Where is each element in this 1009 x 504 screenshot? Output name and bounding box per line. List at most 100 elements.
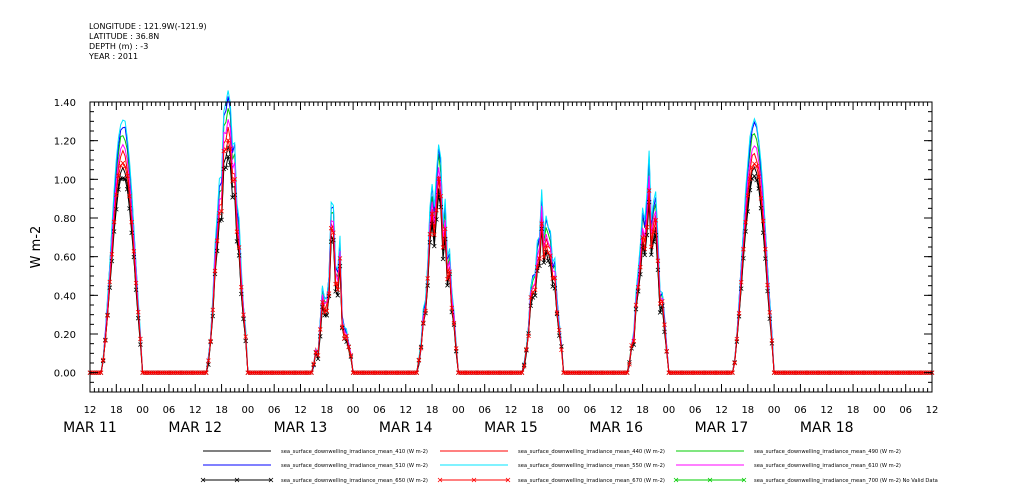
series-7-point-118 bbox=[346, 344, 352, 350]
legend-label-4: sea_surface_downwelling_irradiance_mean_… bbox=[518, 463, 665, 469]
legend-item-7: sea_surface_downwelling_irradiance_mean_… bbox=[437, 477, 665, 484]
series-7-point-310 bbox=[767, 310, 773, 315]
legend: sea_surface_downwelling_irradiance_mean_… bbox=[200, 449, 938, 484]
axes-layer: 0.00 0.20 0.40 0.60 0.80 1.00 1.20 1.40 W m-2 12 1… bbox=[29, 98, 938, 436]
legend-label-6: sea_surface_downwelling_irradiance_mean_… bbox=[281, 478, 428, 484]
legend-marker bbox=[471, 477, 477, 483]
legend-marker bbox=[707, 477, 713, 483]
series-7-point-22 bbox=[135, 309, 141, 315]
series-7-point-8 bbox=[105, 313, 110, 319]
series-7-point-12 bbox=[114, 192, 119, 198]
series-6-point-58 bbox=[214, 248, 220, 254]
y-tick-label: 0.00 bbox=[54, 369, 76, 380]
series-7-point-301 bbox=[747, 176, 753, 181]
series-7-point-106 bbox=[320, 299, 325, 305]
series-7-point-258 bbox=[653, 218, 659, 223]
x-tick-label: 06 bbox=[584, 405, 597, 416]
legend-item-5: sea_surface_downwelling_irradiance_mean_… bbox=[676, 463, 901, 469]
series-7-point-299 bbox=[743, 219, 748, 225]
series-7-point-107 bbox=[322, 310, 327, 315]
series-7-point-105 bbox=[317, 327, 323, 332]
x-tick-label: 12 bbox=[84, 405, 97, 416]
series-7-point-297 bbox=[738, 279, 744, 285]
series-7-point-296 bbox=[736, 311, 742, 316]
depth-label: DEPTH (m) : -3 bbox=[89, 42, 149, 51]
x-tick-label: 18 bbox=[636, 405, 649, 416]
series-7-point-7 bbox=[103, 338, 108, 343]
series-7-point-166 bbox=[451, 320, 457, 326]
series-7-point-69 bbox=[239, 284, 244, 290]
series-6-point-16 bbox=[122, 176, 128, 182]
series-6-point-209 bbox=[545, 258, 551, 264]
series-7-point-103 bbox=[313, 349, 319, 355]
series-7-point-58 bbox=[214, 238, 220, 243]
series-7-point-248 bbox=[631, 338, 637, 344]
x-date-label: MAR 16 bbox=[589, 420, 643, 436]
y-tick-label: 1.20 bbox=[54, 137, 76, 148]
series-7-point-57 bbox=[212, 268, 218, 274]
series-7-point-214 bbox=[556, 327, 562, 333]
series-7-point-11 bbox=[111, 219, 117, 225]
series-7-point-62 bbox=[223, 147, 229, 152]
series-7-point-249 bbox=[633, 302, 639, 308]
series-7-point-199 bbox=[524, 347, 529, 352]
legend-item-2: sea_surface_downwelling_irradiance_mean_… bbox=[676, 449, 901, 455]
x-tick-label: 06 bbox=[794, 405, 807, 416]
series-7-point-161 bbox=[440, 245, 446, 250]
x-tick-label: 12 bbox=[399, 405, 412, 416]
series-7-point-55 bbox=[208, 338, 213, 344]
x-tick-label: 06 bbox=[689, 405, 702, 416]
series-6-point-260 bbox=[657, 310, 663, 315]
series-line-6 bbox=[90, 156, 932, 374]
x-tick-label: 00 bbox=[768, 405, 781, 416]
series-6-point-253 bbox=[642, 252, 648, 258]
series-7-point-304 bbox=[754, 163, 759, 169]
longitude-label: LONGITUDE : 121.9W(-121.9) bbox=[89, 22, 207, 31]
series-6-point-214 bbox=[556, 333, 562, 338]
series-4 bbox=[90, 90, 932, 374]
series-7-point-159 bbox=[436, 176, 441, 182]
x-tick-label: 18 bbox=[320, 405, 333, 416]
series-7-point-17 bbox=[124, 173, 130, 179]
series-3 bbox=[90, 96, 932, 374]
series-5 bbox=[90, 119, 932, 374]
series-7-point-203 bbox=[532, 287, 538, 293]
series-7-point-257 bbox=[651, 229, 656, 234]
x-tick-label: 00 bbox=[242, 405, 255, 416]
legend-item-6: sea_surface_downwelling_irradiance_mean_… bbox=[200, 477, 428, 484]
series-7-point-212 bbox=[552, 275, 558, 281]
legend-item-8: sea_surface_downwelling_irradiance_mean_… bbox=[673, 477, 938, 484]
series-7-point-112 bbox=[333, 281, 338, 287]
x-date-label: MAR 11 bbox=[63, 420, 117, 436]
series-7-point-165 bbox=[449, 305, 455, 311]
series-6-point-69 bbox=[239, 291, 244, 297]
series-7-point-210 bbox=[548, 253, 553, 259]
series-7-point-158 bbox=[434, 207, 439, 213]
x-tick-label: 12 bbox=[715, 405, 728, 416]
y-tick-label: 1.00 bbox=[54, 175, 76, 186]
series-7-point-150 bbox=[416, 357, 422, 363]
series-7-point-255 bbox=[646, 188, 652, 193]
series-7-point-298 bbox=[741, 246, 746, 252]
x-tick-label: 12 bbox=[926, 405, 939, 416]
series-7-point-61 bbox=[221, 148, 227, 154]
legend-label-0: sea_surface_downwelling_irradiance_mean_… bbox=[281, 449, 428, 455]
x-tick-label: 06 bbox=[478, 405, 491, 416]
series-7-point-53 bbox=[203, 370, 209, 375]
legend-item-1: sea_surface_downwelling_irradiance_mean_… bbox=[440, 449, 665, 455]
series-line-7 bbox=[90, 140, 932, 374]
series-6-point-157 bbox=[431, 243, 437, 249]
series-7-point-157 bbox=[431, 232, 437, 237]
x-tick-label: 18 bbox=[847, 405, 860, 416]
legend-label-1: sea_surface_downwelling_irradiance_mean_… bbox=[518, 449, 665, 455]
series-6-point-203 bbox=[532, 293, 538, 298]
series-6-point-256 bbox=[649, 252, 654, 258]
series-7-point-66 bbox=[232, 177, 238, 182]
series-7-point-114 bbox=[337, 256, 343, 261]
series-7-point-207 bbox=[541, 254, 547, 260]
legend-item-4: sea_surface_downwelling_irradiance_mean_… bbox=[440, 463, 665, 469]
series-6-point-201 bbox=[528, 303, 534, 309]
series-7-point-70 bbox=[241, 312, 246, 318]
series-7-point-56 bbox=[210, 307, 216, 313]
